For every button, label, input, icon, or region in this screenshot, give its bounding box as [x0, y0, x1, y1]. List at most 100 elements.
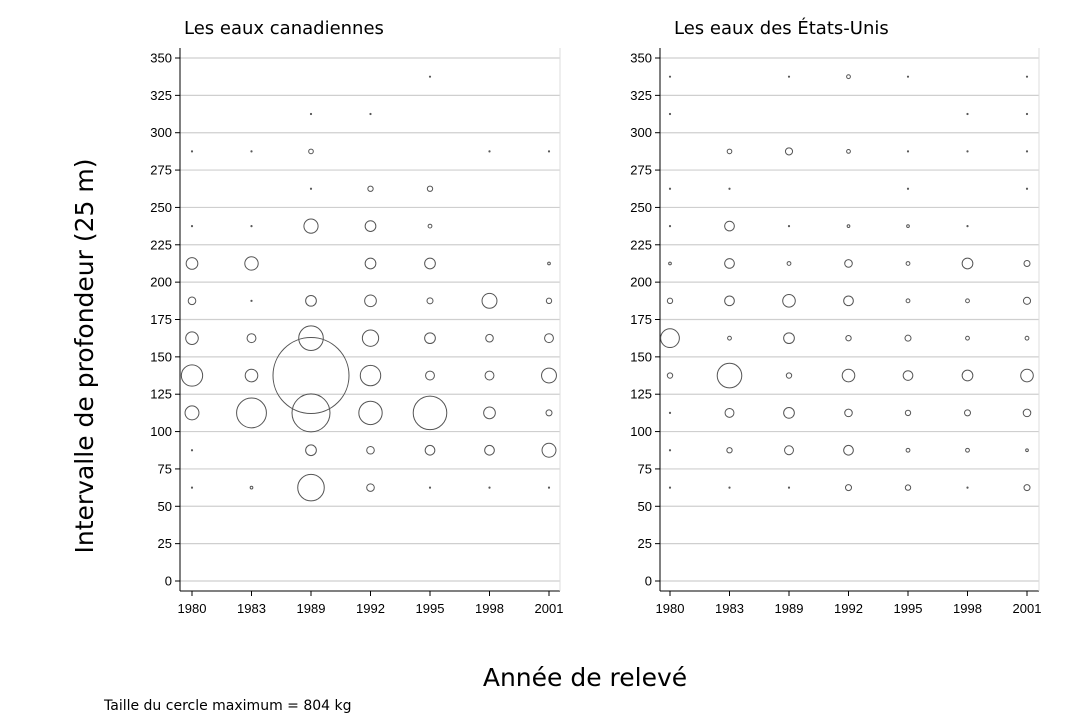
x-tick-label: 1989: [775, 601, 804, 616]
bubble-point: [184, 405, 200, 421]
bubble-point: [367, 185, 374, 192]
y-tick-label: 250: [150, 200, 172, 215]
bubble-point: [844, 259, 853, 268]
bubble-point: [358, 400, 383, 426]
bubble-point: [668, 225, 672, 228]
bubble-point: [250, 225, 253, 228]
bubble-point: [424, 332, 436, 345]
bubble-point: [488, 150, 491, 153]
bubble-point: [902, 370, 914, 381]
x-tick-label: 1989: [297, 601, 326, 616]
y-tick-label: 100: [150, 424, 172, 439]
bubble-point: [906, 187, 910, 190]
bubble-point: [244, 368, 259, 383]
bubble-point: [787, 75, 791, 78]
panel-title-us: Les eaux des États-Unis: [674, 17, 889, 39]
bubble-point: [1025, 112, 1029, 116]
bubble-point: [544, 333, 554, 344]
bubble-point: [785, 372, 793, 379]
bubble-point: [961, 257, 974, 270]
bubble-point: [843, 295, 854, 307]
bubble-point: [905, 298, 911, 304]
bubble-point: [783, 407, 795, 419]
bubble-point: [305, 294, 317, 307]
bubble-point: [190, 150, 194, 153]
bubble-point: [1023, 259, 1031, 267]
bubble-point: [547, 150, 551, 153]
bubble-point: [727, 335, 732, 341]
bubble-point: [291, 393, 331, 433]
bubble-point: [364, 294, 377, 308]
bubble-point: [666, 372, 674, 379]
y-tick-label: 300: [630, 125, 652, 140]
bubble-point: [782, 294, 796, 308]
bubble-point: [784, 147, 794, 156]
bubble-point: [250, 299, 253, 302]
y-tick-label: 350: [630, 51, 652, 66]
bubble-point: [303, 218, 319, 234]
bubble-point: [965, 335, 970, 341]
bubble-point: [668, 261, 672, 266]
y-tick-label: 50: [638, 499, 652, 514]
y-tick-label: 250: [630, 200, 652, 215]
bubble-point: [966, 150, 969, 153]
bubble-point: [1024, 335, 1030, 341]
bubble-point: [904, 334, 912, 342]
max-circle-note: Taille du cercle maximum = 804 kg: [103, 698, 352, 714]
bubble-point: [906, 150, 910, 153]
bubble-point: [846, 224, 851, 228]
bubble-point: [297, 473, 325, 502]
axes-us: 0 25 50 75 100 125 150 175 200 225 250 275 300 325 350…: [630, 48, 1041, 616]
y-tick-label: 150: [630, 349, 652, 364]
bubble-point: [427, 223, 433, 229]
y-tick-label: 200: [630, 275, 652, 290]
bubble-point: [844, 408, 853, 418]
bubble-point: [185, 257, 199, 270]
bubble-point: [364, 220, 377, 232]
y-tick-label: 50: [158, 499, 172, 514]
y-tick-label: 150: [150, 349, 172, 364]
x-tick-label: 1998: [475, 601, 504, 616]
bubble-point: [484, 370, 495, 381]
y-tick-label: 325: [150, 88, 172, 103]
bubble-point: [481, 292, 498, 309]
axes-canadian: 0 25 50 75 100 125 150 175 200 225 250 275 300 325 350…: [150, 48, 563, 616]
bubble-point: [724, 220, 735, 232]
y-tick-label: 350: [150, 51, 172, 66]
bubble-point: [1022, 408, 1032, 418]
y-tick-label: 0: [645, 574, 652, 589]
bubble-point: [728, 187, 731, 190]
y-tick-label: 225: [150, 237, 172, 252]
x-tick-label: 1998: [953, 601, 982, 616]
bubble-point: [483, 406, 496, 420]
bubble-point: [668, 486, 672, 489]
bubble-point: [425, 370, 435, 381]
bubble-point: [305, 444, 317, 457]
y-tick-label: 275: [150, 163, 172, 178]
y-tick-label: 175: [630, 312, 652, 327]
bubble-point: [1025, 150, 1029, 153]
y-tick-label: 75: [638, 461, 652, 476]
y-tick-label: 175: [150, 312, 172, 327]
x-tick-label: 2001: [1013, 601, 1042, 616]
bubbles-canadian: [180, 75, 557, 502]
bubble-point: [845, 334, 852, 342]
x-tick-label: 1995: [894, 601, 923, 616]
bubble-point: [1022, 296, 1032, 305]
x-tick-label: 1983: [715, 601, 744, 616]
y-tick-label: 125: [150, 387, 172, 402]
bubble-point: [965, 298, 970, 304]
bubble-point: [547, 261, 551, 266]
bubble-point: [1025, 75, 1029, 78]
bubble-point: [784, 445, 794, 456]
bubble-point: [185, 331, 199, 345]
bubble-point: [309, 112, 313, 116]
bubble-point: [424, 444, 436, 456]
bubble-point: [424, 257, 436, 270]
bubble-point: [845, 484, 852, 492]
y-tick-label: 25: [638, 536, 652, 551]
bubble-point: [966, 486, 969, 489]
panel-us-waters: Les eaux des États-Unis 0 25 50 75 100 125 150…: [630, 17, 1041, 616]
y-tick-label: 300: [150, 125, 172, 140]
